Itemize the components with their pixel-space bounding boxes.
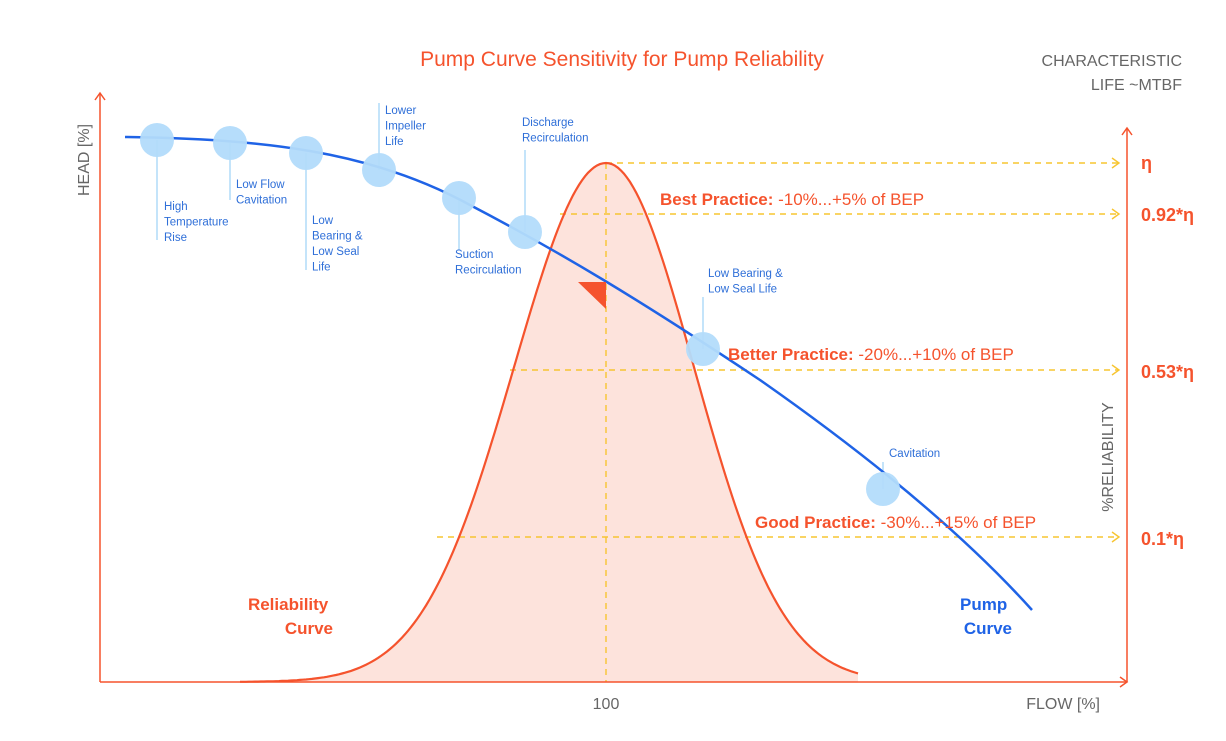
good-practice-label: Good Practice: -30%...+15% of BEP [755,513,1036,532]
point-discharge-recirculation [508,215,542,249]
x-axis-label: FLOW [%] [1026,696,1100,713]
y-right-axis-label: %RELIABILITY [1100,402,1117,512]
axes [94,91,1133,688]
better-practice-label: Better Practice: -20%...+10% of BEP [728,345,1014,364]
annotation-high-temp-l3: Rise [164,232,187,244]
annotation-low-flow-l1: Low Flow [236,179,285,191]
annotation-low-bearing-l3: Low Seal [312,246,359,258]
annotation-high-temp-l1: High [164,201,188,213]
svg-text:High Temperature R: High Temperature Rise [164,201,232,244]
y-axis-right-arrow [1121,126,1133,136]
annotation-low-flow-l2: Cavitation [236,195,287,207]
y-axis-left-arrow [94,91,106,101]
bep-marker-icon [578,282,606,309]
point-low-bearing-seal-life-right [686,332,720,366]
annotation-impeller-l1: Lower [385,105,416,117]
point-low-flow-cavitation [213,126,247,160]
annotation-low-bearing-l1: Low [312,215,334,227]
reference-arrowheads [1111,157,1121,543]
svg-text:Low Bearing & Low Seal L: Low Bearing & Low Seal Life [708,268,786,296]
corner-title-line2: LIFE ~MTBF [1091,77,1182,94]
annotation-cavitation: Cavitation [889,448,940,460]
corner-title-line1: CHARACTERISTIC [1042,53,1182,70]
best-practice-label: Best Practice: -10%...+5% of BEP [660,190,924,209]
operating-points [140,123,900,506]
reliability-curve-name: Reliability Curve [248,595,333,638]
reliability-curve-line [240,161,859,683]
annotation-discharge-l2: Recirculation [522,133,588,145]
annotation-impeller-l3: Life [385,136,404,148]
eta-best-label: 0.92*η [1141,205,1194,225]
svg-text:Discharge Recirculation: Discharge Recirculation [522,117,588,145]
annotation-impeller-l2: Impeller [385,121,426,133]
annotation-discharge-l1: Discharge [522,117,574,129]
annotation-low-bearing-l4: Life [312,262,331,274]
point-cavitation [866,472,900,506]
reference-lines [437,162,1118,682]
reliability-curve-fill [240,163,858,682]
svg-text:Lower Impeller Lif: Lower Impeller Life [385,105,429,148]
svg-text:Suction Recirculation: Suction Recirculation [455,249,521,277]
y-left-axis-label: HEAD [%] [76,124,93,196]
annotation-suction-l2: Recirculation [455,265,521,277]
annotation-labels: High Temperature Rise Low Flow Cavitatio… [164,105,940,460]
annotation-low-bearing-l2: Bearing & [312,231,363,243]
x-tick-100: 100 [593,696,620,713]
eta-better-label: 0.53*η [1141,362,1194,382]
eta-peak-label: η [1141,153,1152,173]
annotation-low-bearing-right-l1: Low Bearing & [708,268,783,280]
point-suction-recirculation [442,181,476,215]
pump-curve-name: Pump Curve [960,595,1012,638]
annotation-low-bearing-right-l2: Low Seal Life [708,284,777,296]
annotation-high-temp-l2: Temperature [164,217,229,229]
svg-text:Low Flow Cavitation: Low Flow Cavitation [236,179,288,207]
chart-title: Pump Curve Sensitivity for Pump Reliabil… [420,48,824,71]
point-high-temperature [140,123,174,157]
point-low-bearing-seal-life [289,136,323,170]
svg-text:Low Bearing & Low: Low Bearing & Low Seal Life [312,215,366,274]
eta-good-label: 0.1*η [1141,529,1184,549]
point-lower-impeller-life [362,153,396,187]
annotation-suction-l1: Suction [455,249,493,261]
